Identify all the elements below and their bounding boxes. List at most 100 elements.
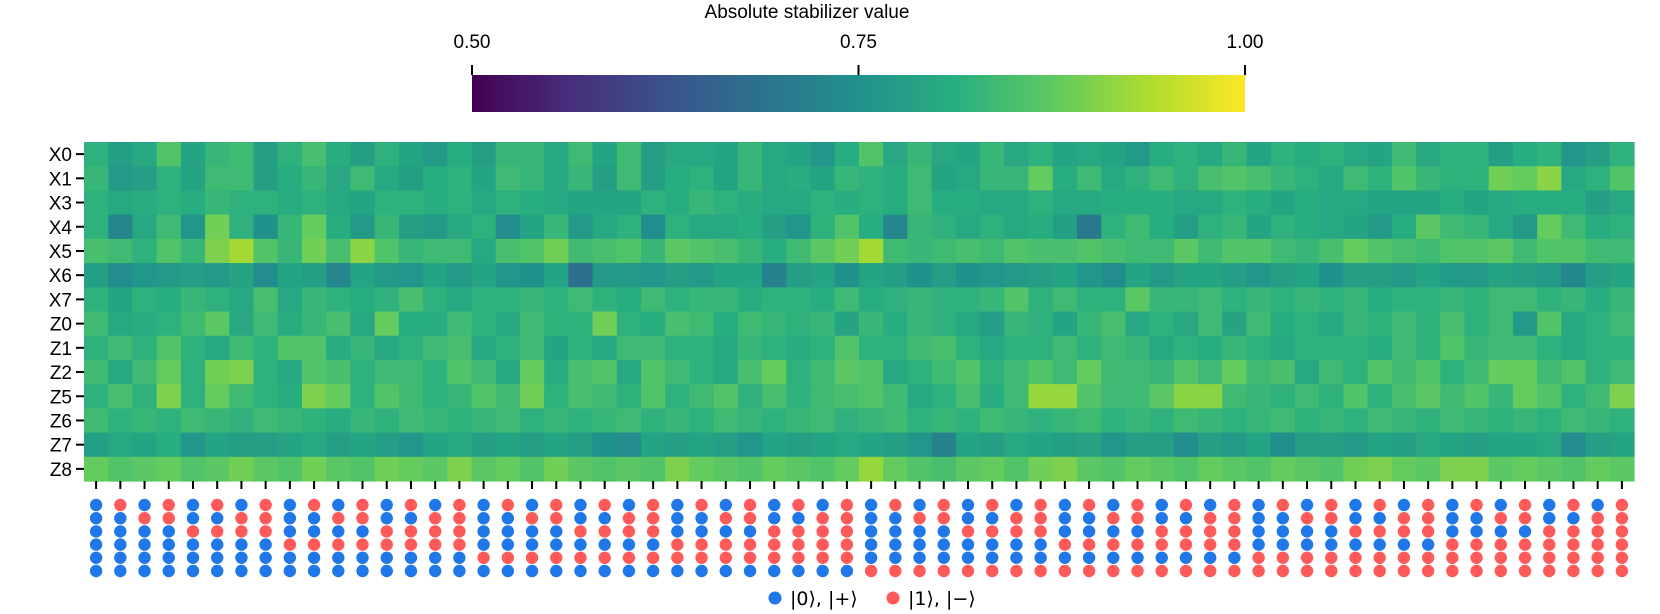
heatmap-cell — [1270, 190, 1296, 216]
heatmap-cell — [810, 287, 836, 313]
heatmap-cell — [1512, 432, 1538, 458]
heatmap-cell — [859, 456, 884, 482]
state-dot — [1349, 538, 1362, 551]
heatmap-cell — [1004, 214, 1030, 240]
heatmap-cell — [1052, 238, 1078, 264]
heatmap-cell — [1004, 359, 1030, 385]
heatmap-cell — [1149, 384, 1175, 409]
heatmap-cell — [762, 190, 787, 216]
heatmap-cell — [1319, 311, 1344, 337]
heatmap-cell — [883, 311, 909, 337]
heatmap-cell — [326, 335, 352, 361]
state-dot — [1058, 525, 1072, 538]
heatmap-cell — [1609, 335, 1635, 361]
row-labels: X0 X1 X3 X4 X5 X6 X7 Z0 Z1 Z2 Z5 Z6 Z7 Z8 — [49, 145, 84, 481]
heatmap-cell — [1173, 335, 1199, 361]
heatmap-cell — [592, 408, 618, 434]
heatmap-cell — [301, 190, 327, 216]
heatmap-cell — [471, 142, 497, 167]
heatmap-cell — [859, 142, 884, 167]
state-dot — [1494, 525, 1507, 538]
heatmap-cell — [616, 335, 642, 361]
heatmap-cell — [1101, 432, 1127, 458]
heatmap-cell — [786, 214, 812, 240]
heatmap-cell — [1512, 238, 1538, 264]
heatmap-cell — [592, 335, 618, 361]
heatmap-cell — [1464, 214, 1490, 240]
heatmap-cell — [1246, 190, 1272, 216]
heatmap-cell — [84, 190, 109, 216]
heatmap-cell — [1440, 335, 1466, 361]
heatmap-cell — [1125, 311, 1151, 337]
state-dot — [937, 538, 950, 551]
state-dot — [1082, 498, 1096, 512]
heatmap-cell — [665, 142, 691, 167]
heatmap-cell — [834, 456, 860, 482]
heatmap-cell — [907, 214, 933, 240]
heatmap-cell — [955, 263, 981, 288]
heatmap-cell — [398, 238, 424, 264]
state-dot — [913, 564, 926, 578]
heatmap-cell — [301, 311, 327, 337]
row-label: Z6 — [50, 411, 72, 432]
state-dot — [646, 551, 660, 564]
heatmap-cell — [931, 335, 957, 361]
state-dot — [1470, 564, 1483, 578]
heatmap-cell — [907, 384, 933, 409]
heatmap-cell — [1028, 311, 1054, 337]
heatmap-cell — [180, 335, 206, 361]
heatmap-cell — [1609, 359, 1635, 385]
state-dot — [1058, 498, 1072, 512]
state-dot — [1543, 538, 1556, 551]
heatmap-cell — [1028, 166, 1054, 192]
state-dot — [1446, 525, 1459, 538]
heatmap-cell — [665, 214, 691, 240]
heatmap-cell — [1222, 408, 1248, 434]
heatmap-cell — [350, 408, 376, 434]
state-dot — [1203, 512, 1217, 525]
heatmap-cell — [616, 142, 642, 167]
state-dot — [1203, 498, 1217, 512]
heatmap-cell — [1391, 287, 1417, 313]
state-dot — [1228, 551, 1241, 564]
heatmap-cell — [737, 263, 763, 288]
state-dot — [937, 551, 950, 564]
heatmap-cell — [1561, 335, 1587, 361]
heatmap-cell — [1222, 359, 1248, 385]
heatmap-cell — [447, 311, 473, 337]
heatmap-cell — [326, 408, 352, 434]
heatmap-cell — [1343, 142, 1369, 167]
heatmap-cell — [326, 432, 352, 458]
state-dot — [259, 564, 272, 578]
heatmap-cell — [1464, 384, 1490, 409]
heatmap-cell — [1052, 190, 1078, 216]
heatmap-cell — [980, 166, 1005, 192]
heatmap-cell — [350, 166, 376, 192]
heatmap-cell — [326, 359, 352, 385]
heatmap-cell — [980, 408, 1005, 434]
heatmap-cell — [544, 263, 569, 288]
state-dot — [186, 564, 200, 578]
heatmap-cell — [519, 214, 545, 240]
heatmap-cell — [1101, 335, 1127, 361]
heatmap-cell — [108, 432, 134, 458]
heatmap-cell — [350, 263, 376, 288]
state-dot — [1373, 512, 1386, 525]
state-dot — [671, 525, 684, 538]
state-dot — [186, 512, 200, 525]
heatmap-cell — [1149, 311, 1175, 337]
heatmap-cell — [762, 214, 787, 240]
state-dot — [1446, 512, 1459, 525]
state-dot — [1107, 498, 1120, 512]
heatmap-cell — [180, 408, 206, 434]
state-dot — [1567, 525, 1580, 538]
heatmap-cell — [1125, 408, 1151, 434]
state-dot — [1615, 498, 1629, 512]
state-dot — [380, 564, 393, 578]
heatmap-cell — [689, 263, 715, 288]
state-dot — [695, 512, 708, 525]
heatmap-cell — [1125, 432, 1151, 458]
state-dot — [162, 564, 175, 578]
heatmap-cell — [180, 166, 206, 192]
state-dot — [211, 498, 224, 512]
